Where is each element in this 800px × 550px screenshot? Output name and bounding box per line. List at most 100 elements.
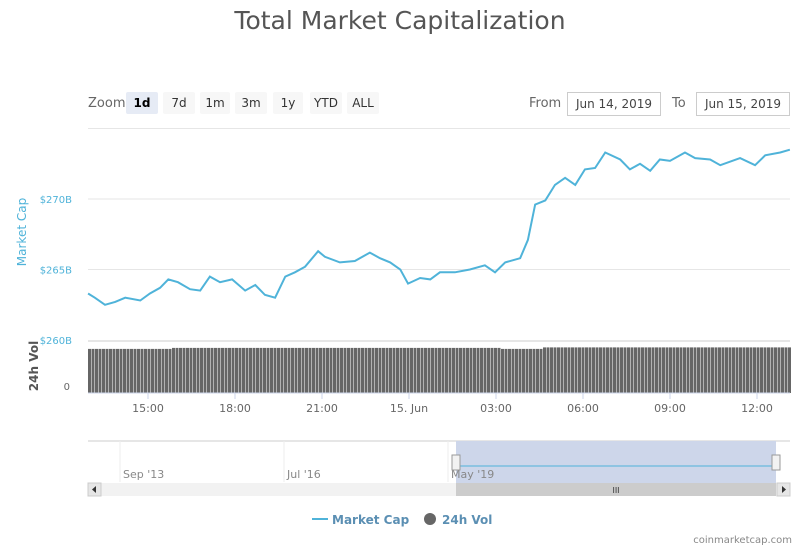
volume-bar xyxy=(308,347,312,393)
zoom-button-7d[interactable]: 7d xyxy=(163,92,195,114)
navigator-label: May '19 xyxy=(451,468,494,481)
zoom-button-1m[interactable]: 1m xyxy=(200,92,230,114)
volume-bar xyxy=(158,348,161,393)
x-tick-label: 15. Jun xyxy=(390,402,428,415)
volume-bar xyxy=(560,347,564,393)
volume-bar xyxy=(525,348,529,393)
market-cap-line xyxy=(87,148,791,306)
volume-bar xyxy=(186,347,189,393)
x-tick-label: 09:00 xyxy=(654,402,686,415)
volume-bar xyxy=(368,347,371,393)
navigator-handle[interactable] xyxy=(451,454,461,471)
volume-bar xyxy=(116,348,119,393)
volume-bar xyxy=(389,347,392,393)
volume-bar xyxy=(676,347,679,393)
volume-bar xyxy=(483,347,487,393)
volume-bar xyxy=(361,347,364,393)
volume-bar xyxy=(571,347,574,393)
volume-bar xyxy=(238,347,242,393)
volume-bar xyxy=(606,347,609,393)
volume-bar xyxy=(448,347,452,393)
volume-bar xyxy=(655,347,658,393)
volume-bar xyxy=(214,347,217,393)
volume-bar xyxy=(690,347,693,393)
volume-bar xyxy=(441,347,445,393)
volume-bar xyxy=(98,348,102,393)
volume-bar xyxy=(522,348,525,393)
volume-bar xyxy=(256,347,259,393)
volume-bar xyxy=(634,347,637,393)
volume-bar xyxy=(599,347,602,393)
volume-bar xyxy=(399,347,403,393)
volume-bar xyxy=(536,348,539,393)
navigator-label: Jul '16 xyxy=(286,468,321,481)
y2-axis-title: 24h Vol xyxy=(27,341,41,391)
volume-bar xyxy=(147,348,151,393)
zoom-button-all[interactable]: ALL xyxy=(347,92,379,114)
volume-bar xyxy=(637,347,641,393)
volume-bar xyxy=(553,347,557,393)
volume-bar xyxy=(270,347,273,393)
zoom-button-1d[interactable]: 1d xyxy=(126,92,158,114)
to-label: To xyxy=(672,96,686,111)
volume-bar xyxy=(427,347,431,393)
volume-bar xyxy=(452,347,455,393)
volume-bar xyxy=(455,347,459,393)
volume-bar xyxy=(756,347,760,393)
volume-bar xyxy=(287,347,291,393)
volume-bar xyxy=(231,347,235,393)
volume-bar xyxy=(266,347,270,393)
arrow-left-icon xyxy=(92,486,96,493)
navigator-handle[interactable] xyxy=(771,454,781,471)
from-date-input[interactable]: Jun 14, 2019 xyxy=(567,92,661,116)
volume-bar xyxy=(466,347,469,393)
scrollbar-thumb[interactable] xyxy=(456,483,776,496)
arrow-right-icon xyxy=(782,486,786,493)
zoom-button-3m[interactable]: 3m xyxy=(235,92,267,114)
volume-bar xyxy=(301,347,305,393)
volume-bar xyxy=(291,347,294,393)
zoom-button-1y[interactable]: 1y xyxy=(273,92,303,114)
volume-bar xyxy=(242,347,245,393)
volume-bar xyxy=(354,347,357,393)
legend-item-market-cap[interactable]: Market Cap xyxy=(332,513,410,527)
volume-bar xyxy=(424,347,427,393)
volume-bar xyxy=(777,347,781,393)
volume-bar xyxy=(697,347,700,393)
volume-bar xyxy=(683,347,686,393)
volume-bar xyxy=(546,347,550,393)
volume-bar xyxy=(137,348,140,393)
volume-bar xyxy=(263,347,266,393)
volume-bar xyxy=(126,348,130,393)
volume-bar xyxy=(529,348,532,393)
volume-bar xyxy=(284,347,287,393)
volume-bar xyxy=(203,347,207,393)
volume-bar xyxy=(235,347,238,393)
volume-bar xyxy=(445,347,448,393)
volume-bar xyxy=(109,348,112,393)
volume-bar xyxy=(490,347,494,393)
zoom-button-ytd[interactable]: YTD xyxy=(310,92,342,114)
volume-bar xyxy=(508,348,511,393)
volume-bar xyxy=(319,347,322,393)
to-date-input[interactable]: Jun 15, 2019 xyxy=(696,92,790,116)
volume-bar xyxy=(788,347,791,393)
volume-bar xyxy=(693,347,697,393)
volume-bar xyxy=(602,347,606,393)
volume-bar xyxy=(119,348,123,393)
volume-bar xyxy=(210,347,214,393)
volume-bar xyxy=(329,347,333,393)
volume-bar xyxy=(277,347,280,393)
volume-bar xyxy=(431,347,434,393)
volume-bar xyxy=(704,347,707,393)
chart-title: Total Market Capitalization xyxy=(234,6,566,35)
volume-bar xyxy=(497,347,501,393)
volume-bar xyxy=(217,347,221,393)
volume-bar xyxy=(739,347,742,393)
volume-bar xyxy=(151,348,154,393)
legend-item-24h-vol[interactable]: 24h Vol xyxy=(442,513,492,527)
volume-bar xyxy=(315,347,319,393)
volume-bar xyxy=(749,347,753,393)
volume-bar xyxy=(371,347,375,393)
volume-bar xyxy=(753,347,756,393)
